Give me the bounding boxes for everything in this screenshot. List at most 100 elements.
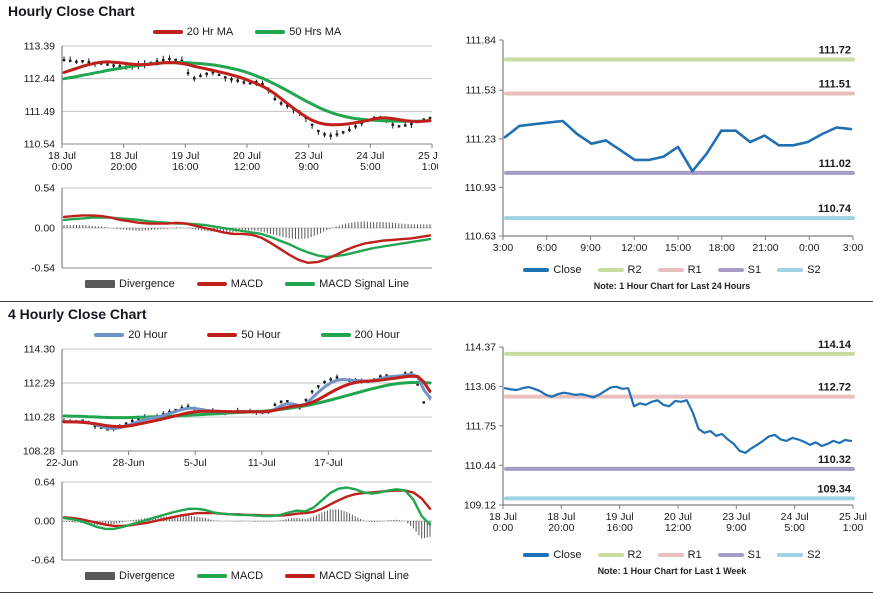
svg-text:114.14: 114.14 <box>818 339 852 351</box>
legend-item-close: Close <box>523 264 582 276</box>
svg-text:111.53: 111.53 <box>465 85 496 97</box>
legend-item-macd: MACD <box>196 278 264 290</box>
svg-text:16:00: 16:00 <box>172 161 198 173</box>
legend-label: MACD Signal Line <box>319 278 409 290</box>
macd-signal-swatch-icon <box>285 282 316 286</box>
legend-item-r1: R1 <box>657 549 702 561</box>
svg-text:9:00: 9:00 <box>580 242 601 254</box>
legend-item-divergence: Divergence <box>85 278 175 290</box>
svg-text:5-Jul: 5-Jul <box>184 457 207 469</box>
legend-item-r2: R2 <box>597 549 642 561</box>
svg-text:18 Jul: 18 Jul <box>489 511 517 523</box>
svg-text:0.00: 0.00 <box>35 223 56 235</box>
svg-text:110.74: 110.74 <box>818 203 852 215</box>
svg-text:22-Jun: 22-Jun <box>46 457 78 469</box>
legend-item-macd-signal: MACD Signal Line <box>285 278 409 290</box>
svg-text:3:00: 3:00 <box>493 242 514 254</box>
svg-text:18 Jul: 18 Jul <box>48 150 76 162</box>
legend-label: MACD <box>230 278 264 290</box>
hourly-price-panel: 20 Hr MA 50 Hrs MA 113.39 112.44 111.49 110… <box>8 24 438 176</box>
macd-line-swatch-icon <box>196 282 227 286</box>
legend-item-close: Close <box>523 549 582 561</box>
svg-text:19 Jul: 19 Jul <box>171 150 199 162</box>
legend-label: R1 <box>687 264 702 276</box>
legend-item-macd-signal: MACD Signal Line <box>285 570 409 582</box>
svg-text:3:00: 3:00 <box>843 242 864 254</box>
svg-text:28-Jun: 28-Jun <box>113 457 145 469</box>
svg-text:25 Jul: 25 Jul <box>418 150 438 162</box>
divergence-swatch-icon <box>85 280 116 288</box>
fourhour-macd-panel: 0.64 0.00 -0.64 Divergence MACD MACD Signa… <box>8 474 438 584</box>
svg-text:20:00: 20:00 <box>548 522 574 534</box>
svg-text:111.23: 111.23 <box>465 133 496 145</box>
svg-text:21:00: 21:00 <box>752 242 778 254</box>
ma200-line-swatch-icon <box>320 333 351 337</box>
close-line-swatch-icon <box>523 553 550 557</box>
fourhour-macd-legend: Divergence MACD MACD Signal Line <box>56 568 438 584</box>
macd-signal-swatch-icon <box>285 574 316 578</box>
legend-item-20hour: 20 Hour <box>94 329 167 341</box>
svg-text:20 Jul: 20 Jul <box>664 511 692 523</box>
svg-text:111.84: 111.84 <box>465 35 496 47</box>
svg-text:110.54: 110.54 <box>24 139 55 151</box>
legend-label: 50 Hrs MA <box>289 26 342 38</box>
legend-item-divergence: Divergence <box>85 570 175 582</box>
svg-text:0.00: 0.00 <box>35 516 56 528</box>
legend-label: S1 <box>747 264 762 276</box>
svg-text:0:00: 0:00 <box>799 242 820 254</box>
legend-item-s1: S1 <box>717 264 762 276</box>
divergence-swatch-icon <box>85 572 116 580</box>
svg-text:0:00: 0:00 <box>493 522 514 534</box>
daily-pivot-panel: 111.84 111.53 111.23 110.93 110.63 3:00 6:00 9:… <box>437 28 867 292</box>
svg-text:1:00: 1:00 <box>843 522 864 534</box>
svg-text:-0.64: -0.64 <box>31 555 55 567</box>
svg-text:16:00: 16:00 <box>607 522 633 534</box>
legend-item-macd: MACD <box>196 570 264 582</box>
r2-line-swatch-icon <box>597 268 624 272</box>
s1-line-swatch-icon <box>717 268 744 272</box>
svg-text:9:00: 9:00 <box>298 161 319 173</box>
legend-label: Divergence <box>119 570 175 582</box>
svg-text:114.30: 114.30 <box>24 344 55 356</box>
svg-text:18 Jul: 18 Jul <box>547 511 575 523</box>
s2-line-swatch-icon <box>777 553 804 557</box>
legend-label: 200 Hour <box>354 329 400 341</box>
svg-text:18 Jul: 18 Jul <box>110 150 138 162</box>
svg-text:112.44: 112.44 <box>24 73 55 85</box>
legend-label: S2 <box>807 264 821 276</box>
fourhour-price-legend: 20 Hour 50 Hour 200 Hour <box>56 327 438 343</box>
svg-text:110.32: 110.32 <box>818 454 851 466</box>
svg-text:9:00: 9:00 <box>726 522 747 534</box>
svg-text:110.28: 110.28 <box>24 412 55 424</box>
legend-label: MACD Signal Line <box>319 570 409 582</box>
hourly-price-legend: 20 Hr MA 50 Hrs MA <box>56 24 438 40</box>
legend-item-r2: R2 <box>597 264 642 276</box>
svg-text:111.02: 111.02 <box>819 158 851 170</box>
r2-line-swatch-icon <box>597 553 624 557</box>
weekly-pivot-legend: Close R2 R1 S1 S2 <box>477 547 867 563</box>
svg-text:110.63: 110.63 <box>465 231 496 243</box>
svg-text:111.51: 111.51 <box>819 78 851 90</box>
svg-text:17-Jul: 17-Jul <box>314 457 343 469</box>
hourly-macd-legend: Divergence MACD MACD Signal Line <box>56 276 438 292</box>
svg-text:109.34: 109.34 <box>817 483 852 495</box>
s1-line-swatch-icon <box>717 553 744 557</box>
svg-text:11-Jul: 11-Jul <box>248 457 276 469</box>
legend-item-50hour: 50 Hour <box>207 329 281 341</box>
legend-label: S1 <box>747 549 762 561</box>
svg-text:12:00: 12:00 <box>665 522 691 534</box>
daily-pivot-note: Note: 1 Hour Chart for Last 24 Hours <box>593 281 751 291</box>
svg-text:5:00: 5:00 <box>784 522 805 534</box>
ma50-line-swatch-icon <box>255 30 286 34</box>
section1-title: Hourly Close Chart <box>8 3 135 19</box>
svg-text:110.93: 110.93 <box>465 182 496 194</box>
legend-item-50hr-ma: 50 Hrs MA <box>255 26 341 38</box>
r1-line-swatch-icon <box>657 553 684 557</box>
legend-item-200hour: 200 Hour <box>320 329 400 341</box>
svg-text:12:00: 12:00 <box>621 242 647 254</box>
legend-label: Divergence <box>119 278 175 290</box>
close-line-swatch-icon <box>523 268 550 272</box>
ma50-line-swatch-icon <box>207 333 238 337</box>
legend-label: MACD <box>230 570 264 582</box>
